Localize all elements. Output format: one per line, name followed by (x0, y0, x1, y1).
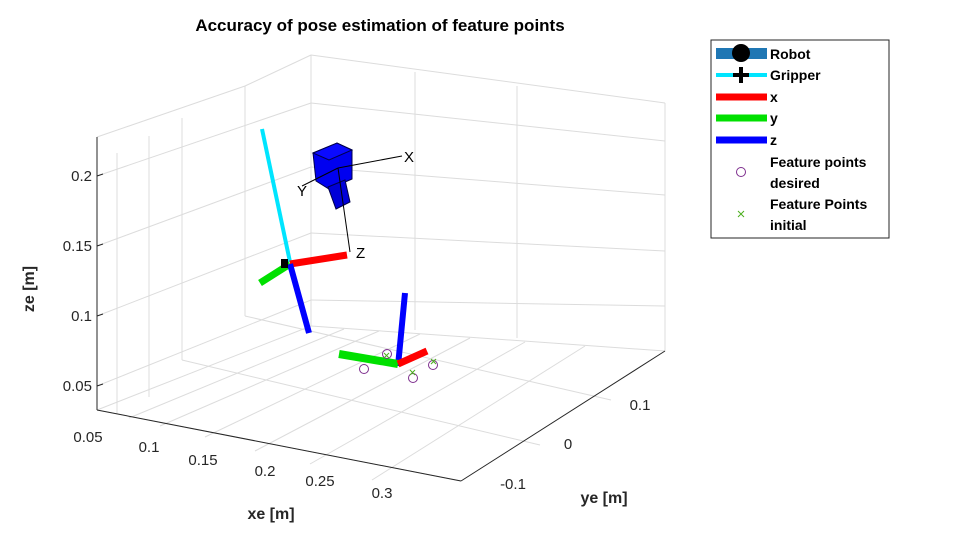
grid-line (128, 328, 345, 419)
grid-line (96, 232, 312, 317)
camera-x-label: X (404, 149, 414, 166)
tick-marks (96, 173, 104, 387)
z-tick-label: 0.1 (71, 308, 92, 325)
z-axis-label: ze [m] (21, 266, 38, 312)
grid-line (204, 333, 421, 438)
z-tick-mark (96, 383, 104, 387)
x-axis-line (96, 409, 462, 482)
x-axis-label: xe [m] (247, 506, 294, 523)
x-tick-label: 0.3 (372, 485, 393, 502)
grid-line (159, 330, 380, 427)
y-axis-label: ye [m] (580, 490, 627, 507)
legend-gripper-marker (733, 67, 749, 83)
x-tick-label: 0.2 (255, 463, 276, 480)
grid-line (96, 299, 312, 387)
gripper-line (260, 128, 292, 263)
y-tick-label: -0.1 (500, 476, 526, 493)
x-tick-label: 0.1 (139, 439, 160, 456)
axes-lines (96, 137, 666, 482)
chart-title: Accuracy of pose estimation of feature p… (195, 16, 564, 35)
feature-point-desired (359, 364, 369, 374)
z-tick-label: 0.05 (63, 378, 92, 395)
grid-line (96, 166, 312, 247)
legend-label: initial (770, 217, 807, 233)
z-tick-mark (96, 243, 104, 247)
legend-label: Gripper (770, 67, 821, 83)
legend-desired-marker (736, 167, 746, 177)
legend-label: Robot (770, 46, 811, 62)
gripper-marker (281, 259, 288, 268)
grid-line (254, 337, 471, 452)
grid-line (96, 102, 312, 177)
target-x-axis (396, 347, 429, 368)
z-tick-label: 0.2 (71, 168, 92, 185)
legend-label: desired (770, 175, 820, 191)
legend-initial-marker (737, 210, 745, 218)
camera-body-top (311, 142, 354, 161)
x-tick-label: 0.05 (73, 429, 102, 446)
target-frame (338, 292, 429, 368)
x-tick-label: 0.25 (305, 473, 334, 490)
legend: Robot Gripper x y z Feature points desir… (710, 39, 890, 239)
legend-label: y (770, 110, 778, 126)
camera-y-label: Y (297, 183, 307, 200)
legend-label: z (770, 132, 777, 148)
z-tick-label: 0.15 (63, 238, 92, 255)
feature-point-desired (382, 349, 392, 359)
grid-line (310, 299, 666, 307)
grid-line (309, 341, 526, 465)
grid-line (181, 359, 541, 446)
feature-point-initial (430, 358, 437, 365)
grid-line (310, 54, 666, 104)
feature-point-initial (383, 352, 390, 359)
z-tick-mark (96, 173, 104, 177)
axes-grid (96, 54, 666, 482)
grid-line (310, 102, 666, 142)
y-tick-label: 0.1 (630, 397, 651, 414)
legend-label: x (770, 89, 778, 105)
camera-frame: X Y Z (297, 142, 414, 262)
grid-line (310, 166, 666, 196)
legend-label: Feature Points (770, 196, 867, 212)
camera-y-line (301, 167, 339, 187)
camera-z-line (337, 167, 351, 253)
target-z-axis (395, 292, 408, 367)
legend-label: Feature points (770, 154, 867, 170)
feature-point-initial (409, 369, 416, 376)
grid-line (96, 85, 246, 138)
y-axis-line (460, 350, 666, 482)
grid-line (96, 325, 312, 411)
z-tick-mark (96, 313, 104, 317)
gripper-z-axis (287, 263, 312, 334)
camera-lens (327, 179, 351, 210)
x-tick-label: 0.15 (188, 452, 217, 469)
camera-z-label: Z (356, 245, 365, 262)
grid-line (244, 315, 612, 401)
grid-line (371, 345, 586, 481)
feature-points (359, 349, 438, 383)
target-y-axis (338, 350, 399, 368)
camera-x-line (337, 155, 403, 169)
grid-line (310, 232, 666, 252)
grid-line (310, 325, 666, 352)
gripper-frame (258, 128, 348, 334)
grid-line (244, 54, 312, 87)
legend-robot-marker (732, 44, 750, 62)
gripper-x-axis (289, 251, 348, 268)
y-tick-label: 0 (564, 436, 572, 453)
